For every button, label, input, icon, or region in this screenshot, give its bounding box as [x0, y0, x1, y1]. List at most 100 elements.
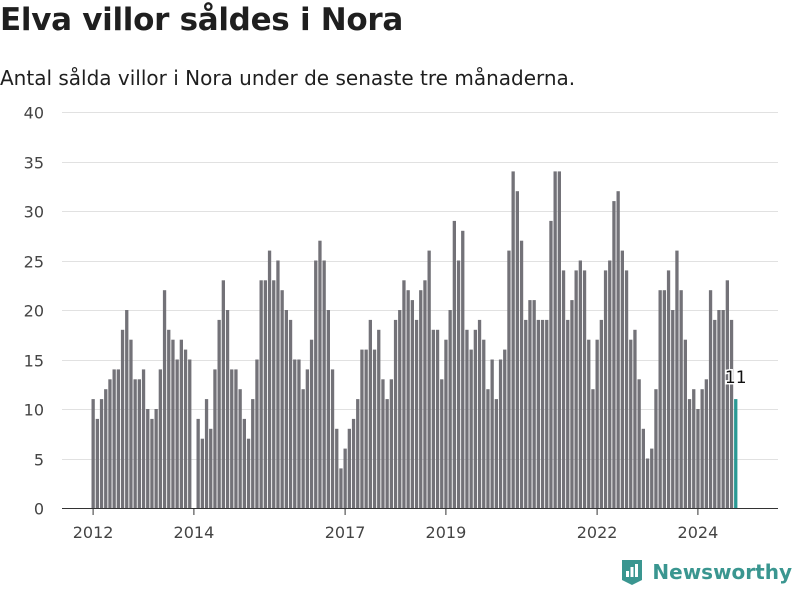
bar: [679, 290, 683, 508]
bar: [595, 339, 599, 508]
bar: [150, 418, 154, 508]
bar: [171, 339, 175, 508]
bar: [322, 260, 326, 508]
bar: [465, 329, 469, 508]
bar: [540, 319, 545, 508]
bar: [666, 270, 671, 508]
bar: [662, 290, 666, 508]
bar: [696, 409, 700, 508]
bar: [477, 319, 482, 508]
bar: [616, 191, 620, 508]
y-tick-label: 10: [24, 401, 44, 420]
bar: [528, 300, 532, 508]
bar: [385, 399, 389, 508]
bar: [305, 369, 309, 508]
bar: [364, 349, 368, 508]
bar: [230, 369, 234, 508]
bar: [469, 349, 473, 508]
x-tick-label: 2014: [174, 523, 215, 542]
bar: [721, 310, 725, 508]
bar: [641, 428, 645, 508]
y-tick-label: 25: [24, 253, 44, 272]
x-axis-ticks: 2012 2014 2017 2019 2022 2024: [73, 508, 718, 542]
bar: [225, 310, 230, 508]
bar: [608, 260, 612, 508]
bar: [599, 319, 603, 508]
bar: [591, 389, 595, 508]
bar: [267, 250, 272, 508]
bar: [335, 428, 339, 508]
bar: [389, 379, 393, 508]
bar: [238, 389, 242, 508]
bar: [213, 369, 217, 508]
bar: [553, 171, 557, 508]
bar: [356, 399, 360, 508]
bar: [188, 359, 192, 508]
brand-name: Newsworthy: [652, 560, 792, 584]
x-tick-label: 2017: [325, 523, 366, 542]
bar: [175, 359, 179, 508]
bar: [473, 329, 477, 508]
bar: [196, 418, 200, 508]
bar: [339, 468, 343, 508]
bar: [566, 319, 570, 508]
bar: [629, 339, 633, 508]
bar: [461, 230, 465, 509]
chart-title: Elva villor såldes i Nora: [0, 2, 404, 38]
bar: [503, 349, 507, 508]
bar: [406, 290, 410, 508]
bar: [393, 319, 398, 508]
chart-icon: [622, 560, 643, 585]
bar: [284, 310, 288, 508]
bar: [410, 300, 414, 508]
bar: [419, 290, 423, 508]
bar: [377, 329, 381, 508]
bar: [700, 389, 704, 508]
bar: [343, 448, 347, 508]
bar: [183, 349, 188, 508]
bar: [154, 409, 158, 508]
bar: [242, 418, 246, 508]
bar: [221, 280, 225, 508]
bar: [95, 418, 99, 508]
bar: [620, 250, 624, 508]
bar: [557, 171, 561, 508]
y-tick-label: 30: [24, 203, 44, 222]
y-tick-label: 15: [24, 352, 44, 371]
bar: [486, 389, 490, 508]
bar: [658, 290, 662, 508]
bar: [167, 329, 171, 508]
bar: [398, 310, 402, 508]
bar: [112, 369, 116, 508]
bar: [133, 379, 137, 508]
bar: [217, 319, 221, 508]
bar: [507, 250, 511, 508]
y-tick-label: 0: [34, 500, 44, 519]
bar: [272, 280, 276, 508]
bar: [162, 290, 167, 508]
bar: [452, 220, 456, 508]
bar: [427, 250, 431, 508]
bars: [91, 171, 738, 509]
bar: [200, 438, 204, 508]
bar: [318, 240, 322, 508]
bar: [633, 329, 637, 508]
y-tick-label: 5: [34, 451, 44, 470]
bar: [675, 250, 679, 508]
bar: [372, 349, 377, 508]
bar: [276, 260, 280, 508]
bar: [414, 319, 419, 508]
bar: [309, 339, 314, 508]
bar: [255, 359, 259, 508]
bar: [717, 310, 721, 508]
bar: [498, 359, 503, 508]
bar: [692, 389, 696, 508]
bar: [603, 270, 608, 508]
bar: [423, 280, 427, 508]
y-tick-label: 40: [24, 104, 44, 123]
bar: [280, 290, 284, 508]
bar: [326, 310, 330, 508]
bar: [125, 310, 129, 508]
bar: [671, 310, 675, 508]
bar: [259, 280, 263, 508]
